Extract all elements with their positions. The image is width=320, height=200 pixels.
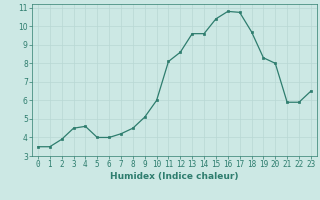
- X-axis label: Humidex (Indice chaleur): Humidex (Indice chaleur): [110, 172, 239, 181]
